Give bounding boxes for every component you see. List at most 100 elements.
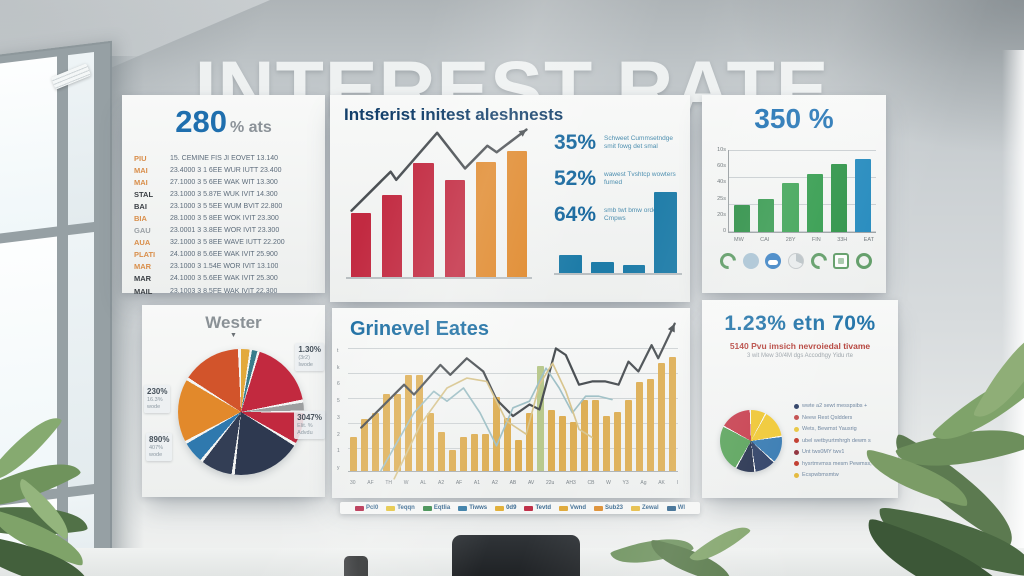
table-row: MAR 24.1000 3 5.6EE WAK IVIT 25.300 <box>134 274 278 284</box>
legend-item: Pcl0 <box>354 505 378 511</box>
legend-item: Zewal <box>631 505 659 511</box>
bar <box>669 356 676 471</box>
circle-icon <box>855 253 872 269</box>
tick-label: EAT <box>863 237 874 243</box>
bar <box>548 409 555 471</box>
table-row: MAI 23.4000 3 1 6EE WUR IUTT 23.400 <box>134 165 282 175</box>
panel-summary: 1.23% etn 70% 5140 Pvu imsich nevroiedal… <box>702 300 898 498</box>
summary-pie-chart <box>720 410 782 472</box>
bar <box>504 418 511 471</box>
interest-bars <box>346 127 532 277</box>
x-axis-ticks: 30 AF TH W AL A2 AF A1 A2 AB AV 22u AH3 CB W Y3 Ag AK I <box>350 480 678 486</box>
tick-label: 28Y <box>785 237 796 243</box>
mini-bars <box>554 187 682 273</box>
table-row: BAI 23.1000 3 5 5EE WUM BVIT 22.800 <box>134 201 283 211</box>
y-axis-ticks: 10s 60s 40s 25s 20s 0 <box>713 147 726 234</box>
bar <box>526 413 533 471</box>
rates-rows: PIU 15. CEMINE FIS JI EOVET 13.140 MAI 23.4… <box>134 152 317 297</box>
bar <box>493 397 500 471</box>
rates-headline-suffix: % ats <box>229 119 272 136</box>
tick-label: 20s <box>717 211 726 218</box>
tick-label: t <box>337 348 339 354</box>
legend-item: Wl <box>666 505 685 511</box>
bar <box>416 375 423 471</box>
icon-row <box>716 249 872 273</box>
bar <box>806 173 823 232</box>
tick-label: AK <box>658 480 665 486</box>
bar <box>372 413 379 471</box>
bar <box>460 436 467 471</box>
green-bar-chart: 10s 60s 40s 25s 20s 0 <box>717 147 876 234</box>
bar <box>559 254 582 273</box>
interest-bar-chart <box>346 127 532 279</box>
bar <box>636 382 643 471</box>
bar <box>449 450 456 471</box>
tick-label: MW <box>734 237 744 243</box>
y-axis-ticks: t k 6 5 3 2 1 y <box>337 348 340 471</box>
bar <box>559 415 566 471</box>
bar <box>427 413 434 471</box>
summary-subtitle: 5140 Pvu imsich nevroiedal tivame <box>729 341 871 351</box>
stat-mini-bar-chart <box>554 187 682 275</box>
tick-label: AV <box>527 480 535 486</box>
table-row: MAIL 23.1003 3 8.5FE WAK IVIT 22.300 <box>134 286 278 296</box>
tick-label: AB <box>509 480 517 486</box>
legend-item: hysrtmvmss mesm Pewmss, ste <box>794 461 893 467</box>
table-row: STAL 23.1000 3 5.87E WUK IVIT 14.300 <box>134 189 278 199</box>
x-axis-ticks: MW CAI 28Y FIN 33H EAT <box>734 237 874 243</box>
stat-row: 35% Schweet Cummsetndge smit fowg det sma… <box>554 131 674 154</box>
ring-icon <box>716 249 740 273</box>
stat-list: 35% Schweet Cummsetndge smit fowg det sma… <box>554 131 682 239</box>
bar <box>444 179 465 277</box>
cloud-icon <box>765 253 782 269</box>
pie-label: 3047% Elit. % Advdu <box>294 411 325 439</box>
panel-rates-table: 280% ats PIU 15. CEMINE FIS JI EOVET 13.1… <box>122 95 325 296</box>
bar <box>515 440 522 471</box>
wester-title: Wester <box>205 313 262 332</box>
bar <box>654 192 677 273</box>
bar <box>351 212 372 277</box>
table-row: BIA 28.1000 3 5 8EE WOK IVIT 23.300 <box>134 214 279 224</box>
image-icon <box>833 253 850 269</box>
table-row: PLATI 24.1000 8 5.6EE WAK IVIT 25.900 <box>134 250 278 260</box>
bar <box>647 378 654 471</box>
legend-item: Teqqn <box>386 505 415 511</box>
legend-item: Wets, Bewmst Yausrig <box>794 426 893 432</box>
rates-headline: 280% ats <box>122 104 325 140</box>
legend-item: Eqtlia <box>422 505 450 511</box>
tick-label: 10s <box>717 147 726 153</box>
tick-label: W <box>403 480 409 486</box>
summary-legend: wwte a2 sewt messpsibs + Neew Rest Qsldde… <box>794 403 893 484</box>
bar <box>590 261 614 273</box>
tick-label: 22u <box>545 480 555 486</box>
bar <box>581 399 588 471</box>
legend-item: ubel wetbyurtmhrgh dewm s <box>794 438 893 444</box>
stat-row: 52% wawest Tvshtcp wowters fumed <box>554 167 676 190</box>
tick-label: AF <box>455 480 463 486</box>
bar <box>413 163 434 277</box>
tick-label: 25s <box>717 195 726 202</box>
tick-label: y <box>337 464 340 471</box>
legend-item: wwte a2 sewt messpsibs + <box>794 403 893 409</box>
trend-line <box>350 128 528 212</box>
bar <box>592 399 599 471</box>
grinevel-legend: Pcl0 Teqqn Eqtlia Tiwws 0d9 Tevtd Vwnd Sub23 Zew… <box>340 502 700 514</box>
bar <box>471 434 478 471</box>
tick-label: 2 <box>337 431 340 438</box>
tick-label: 1 <box>337 448 340 455</box>
tick-label: 40s <box>717 179 726 186</box>
trend-lines <box>360 322 676 480</box>
tick-label: 3 <box>337 414 340 421</box>
window-pane <box>68 231 94 488</box>
table-row: MAI 27.1000 3 5 6EE WAK WIT 13.300 <box>134 177 278 187</box>
bar <box>854 159 872 232</box>
tick-label: FIN <box>811 237 821 243</box>
tick-label: W <box>606 480 611 486</box>
tick-label: 30 <box>350 480 356 486</box>
green-bars <box>729 150 876 232</box>
summary-caption: 3 wit Mew 30/4M dgs Accodhgy Yidu rte <box>746 353 854 359</box>
bar <box>350 436 357 471</box>
tick-label: TH <box>385 480 393 486</box>
stat-row: 64% smb twt bmw ordowd Cmpws <box>554 203 666 226</box>
pie-label: 230% 16.3% wode <box>144 385 171 413</box>
